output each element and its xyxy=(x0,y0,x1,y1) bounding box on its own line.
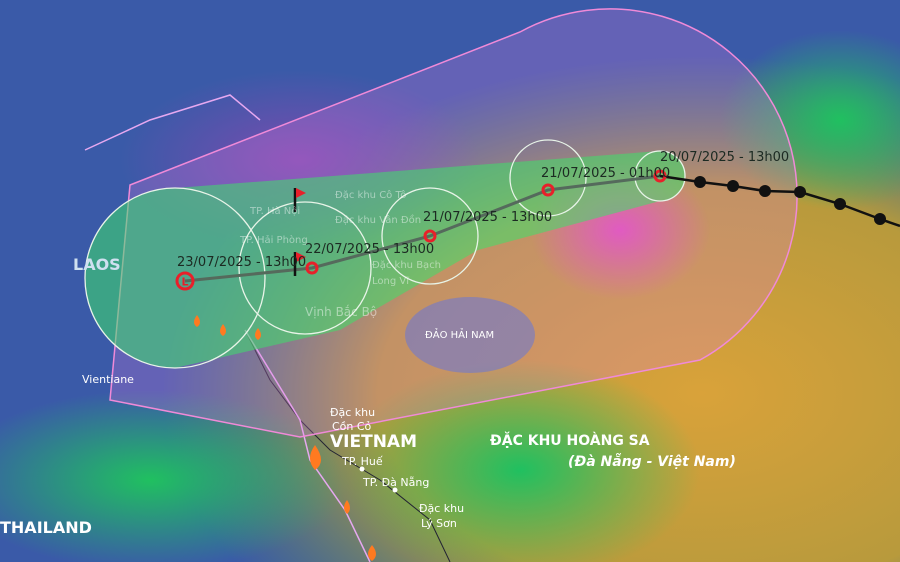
strong-wind-cone xyxy=(85,151,685,368)
label-con-co-2: Cồn Cỏ xyxy=(332,420,372,433)
past-storm-icon xyxy=(727,180,739,192)
low-pressure-icon xyxy=(175,271,195,291)
past-storm-icon xyxy=(874,213,886,225)
label-da-nang: TP. Đà Nẵng xyxy=(363,476,430,489)
forecast-circle xyxy=(84,187,266,369)
label-hoang-sa-sub: (Đà Nẵng - Việt Nam) xyxy=(568,454,736,470)
forecast-label: 22/07/2025 - 13h00 xyxy=(305,242,435,257)
fire-icon xyxy=(368,545,376,561)
forecast-label: 23/07/2025 - 13h00 xyxy=(177,255,307,270)
forecast-label: 21/07/2025 - 13h00 xyxy=(423,210,553,225)
forecast-circle xyxy=(509,139,587,217)
label-ha-noi: TP. Hà Nội xyxy=(250,206,301,217)
label-ly-son-1: Đặc khu xyxy=(419,502,465,515)
label-vientiane: Vientiane xyxy=(82,373,134,386)
label-hai-nam: ĐẢO HẢI NAM xyxy=(425,330,495,341)
forecast-label: 21/07/2025 - 01h00 xyxy=(541,166,671,181)
fire-icon xyxy=(344,500,350,514)
storm-icon xyxy=(423,229,437,243)
coastline xyxy=(244,329,451,562)
low-pressure-letter: L xyxy=(181,276,188,289)
label-con-co-1: Đặc khu xyxy=(330,406,376,419)
forecast-circle xyxy=(634,150,686,202)
border xyxy=(84,94,371,562)
label-ly-son-2: Lý Sơn xyxy=(421,517,457,530)
label-vietnam: VIETNAM xyxy=(330,432,417,452)
past-storm-icon xyxy=(759,185,771,197)
label-hue: TP. Huế xyxy=(342,455,383,468)
forecast-circle xyxy=(238,201,372,335)
label-hoang-sa: ĐẶC KHU HOÀNG SA xyxy=(490,433,650,449)
forecast-circle xyxy=(381,187,479,285)
past-storm-icon xyxy=(694,176,706,188)
label-vinh-bac-bo: Vịnh Bắc Bộ xyxy=(305,305,378,319)
label-thailand: THAILAND xyxy=(0,518,92,537)
past-storm-icon xyxy=(794,186,806,198)
label-van-don: Đặc khu Vân Đồn xyxy=(335,215,422,226)
past-storm-icon xyxy=(834,198,846,210)
hai-nam-island xyxy=(405,297,535,373)
forecast-track xyxy=(184,174,661,283)
fire-icon xyxy=(310,445,321,470)
fire-icon xyxy=(194,315,200,327)
forecast-label: 20/07/2025 - 13h00 xyxy=(660,150,790,165)
storm-icon xyxy=(305,261,319,275)
label-co-to: Đặc khu Cô Tô xyxy=(335,190,407,201)
label-bach-long-vi: Đặc khu Bạch Long Vĩ xyxy=(372,260,442,287)
fire-icon xyxy=(220,324,226,336)
storm-icon xyxy=(541,183,555,197)
label-laos: LAOS xyxy=(73,255,121,274)
label-hai-phong: TP. Hải Phòng xyxy=(240,235,308,246)
storm-icon xyxy=(653,169,667,183)
fire-icon xyxy=(255,328,261,340)
